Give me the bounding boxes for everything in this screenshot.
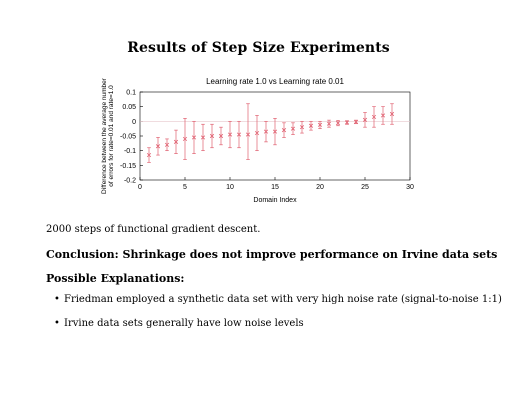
- y-tick-label: -0.05: [120, 134, 136, 141]
- explanation-text: Irvine data sets generally have low nois…: [64, 318, 304, 329]
- y-tick-label: 0.05: [122, 104, 136, 111]
- data-point: [218, 133, 224, 139]
- x-tick-label: 10: [226, 184, 234, 191]
- data-point: [245, 132, 251, 137]
- explanation-text: Friedman employed a synthetic data set w…: [64, 294, 502, 305]
- data-point: [191, 135, 197, 140]
- data-point: [317, 122, 323, 127]
- data-point: [263, 129, 269, 134]
- x-tick-label: 20: [316, 184, 324, 191]
- data-point: [353, 119, 359, 125]
- data-point: [200, 135, 206, 140]
- x-tick-label: 0: [138, 184, 142, 191]
- data-point: [389, 111, 395, 117]
- x-tick-label: 15: [271, 184, 279, 191]
- data-points: [146, 103, 395, 163]
- data-point: [335, 121, 341, 126]
- data-point: [164, 142, 170, 147]
- data-point: [272, 129, 278, 134]
- y-axis-label-line-2: of errors for rate=0.01 and rate=1.0: [108, 85, 115, 187]
- y-axis-label-line-1: Difference between the average number: [101, 77, 108, 194]
- x-axis-label: Domain Index: [253, 197, 297, 204]
- data-point: [236, 132, 242, 137]
- y-tick-label: -0.15: [120, 163, 136, 170]
- y-tick-label: -0.2: [124, 178, 136, 185]
- x-tick-label: 30: [406, 184, 414, 191]
- data-point: [326, 121, 332, 126]
- data-point: [227, 132, 233, 137]
- y-tick-label: -0.1: [124, 148, 136, 155]
- data-point: [344, 120, 350, 125]
- data-point: [182, 136, 188, 142]
- explanations-list: • Friedman employed a synthetic data set …: [54, 294, 502, 342]
- slide-title: Results of Step Size Experiments: [127, 40, 390, 56]
- x-tick-label: 5: [183, 184, 187, 191]
- list-item: • Irvine data sets generally have low noi…: [54, 318, 502, 329]
- step-size-chart: Learning rate 1.0 vs Learning rate 0.01 …: [101, 77, 414, 204]
- data-point: [155, 144, 161, 149]
- data-point: [371, 114, 377, 120]
- y-tick-label: 0: [132, 119, 136, 126]
- data-point: [299, 125, 305, 130]
- y-axis: -0.2 -0.15 -0.1 -0.05 0 0.05 0.1: [120, 90, 143, 185]
- data-point: [290, 126, 296, 131]
- data-point: [254, 130, 260, 136]
- chart-title: Learning rate 1.0 vs Learning rate 0.01: [206, 77, 344, 86]
- bullet-icon: •: [54, 294, 60, 305]
- data-point: [281, 128, 287, 133]
- data-point: [362, 117, 368, 122]
- x-tick-label: 25: [361, 184, 369, 191]
- list-item: • Friedman employed a synthetic data set …: [54, 294, 502, 305]
- y-tick-label: 0.1: [126, 90, 136, 97]
- conclusion: Conclusion: Shrinkage does not improve p…: [46, 248, 498, 261]
- y-axis-label: Difference between the average number of…: [101, 77, 115, 194]
- experiment-note: 2000 steps of functional gradient descen…: [46, 224, 261, 235]
- data-point: [173, 139, 179, 144]
- data-point: [209, 133, 215, 139]
- data-point: [380, 113, 386, 118]
- bullet-icon: •: [54, 318, 60, 329]
- data-point: [146, 152, 152, 158]
- data-point: [308, 123, 314, 128]
- explanations-heading: Possible Explanations:: [46, 272, 185, 285]
- x-axis: 0 5 10 15 20 25 30: [138, 177, 414, 191]
